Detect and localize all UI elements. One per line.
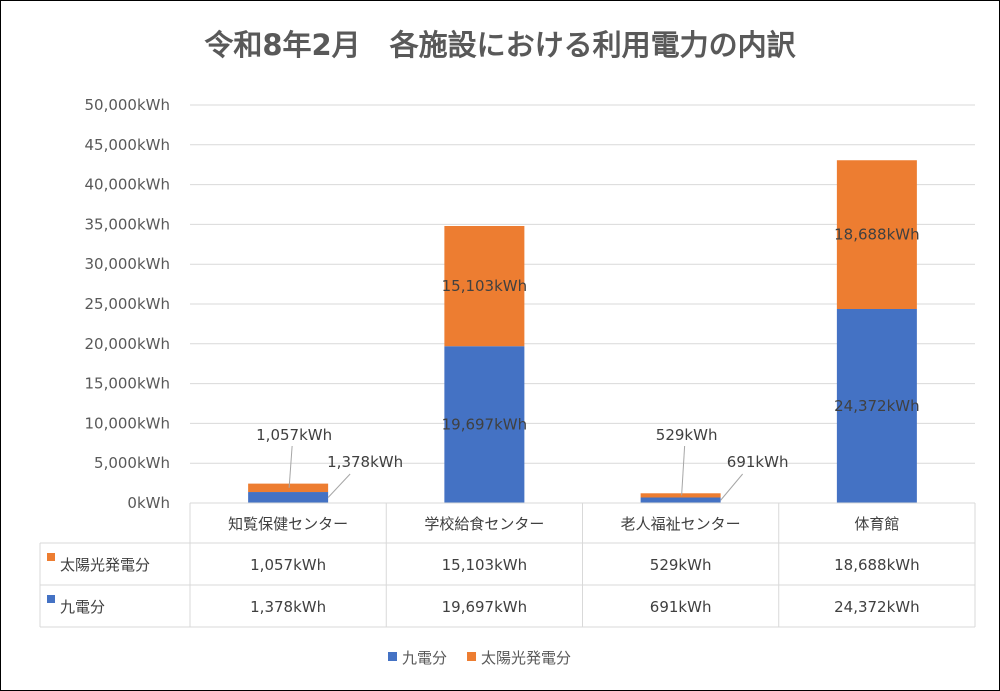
leader-line (327, 473, 351, 498)
table-cell: 18,688kWh (834, 556, 920, 574)
bar-kyuden (640, 497, 721, 503)
y-tick-label: 25,000kWh (84, 295, 170, 313)
y-tick-label: 40,000kWh (84, 176, 170, 194)
category-label: 知覧保健センター (228, 515, 348, 533)
category-label: 体育館 (854, 515, 899, 533)
table-cell: 691kWh (650, 598, 712, 616)
table-cell: 15,103kWh (442, 556, 528, 574)
y-tick-label: 20,000kWh (84, 335, 170, 353)
table-row-header: 九電分 (60, 598, 105, 616)
bar-solar (836, 160, 917, 309)
legend-entry: 九電分 (402, 649, 447, 667)
table-row-header: 太陽光発電分 (60, 556, 150, 574)
legend-key (47, 553, 55, 561)
data-label: 1,378kWh (327, 453, 403, 471)
y-tick-label: 5,000kWh (94, 454, 170, 472)
leader-line (288, 445, 293, 488)
legend-marker (467, 652, 477, 661)
leader-line (720, 473, 744, 501)
y-tick-label: 15,000kWh (84, 375, 170, 393)
category-label: 老人福祉センター (621, 515, 741, 533)
table-cell: 529kWh (650, 556, 712, 574)
y-tick-label: 50,000kWh (84, 96, 170, 114)
category-label: 学校給食センター (424, 515, 544, 533)
legend-key (47, 595, 55, 603)
data-label: 529kWh (656, 426, 718, 444)
leader-line (681, 445, 686, 496)
bar-kyuden (248, 492, 329, 503)
y-tick-label: 45,000kWh (84, 136, 170, 154)
bar-solar (640, 493, 721, 498)
y-tick-label: 10,000kWh (84, 414, 170, 432)
y-tick-label: 35,000kWh (84, 215, 170, 233)
data-label: 15,103kWh (442, 277, 528, 295)
bar-solar (248, 483, 329, 493)
data-label: 18,688kWh (834, 226, 920, 244)
data-label: 19,697kWh (442, 416, 528, 434)
bar-kyuden (836, 308, 917, 503)
bar-solar (444, 225, 525, 347)
legend-marker (388, 652, 397, 661)
legend-entry: 太陽光発電分 (481, 649, 571, 667)
table-cell: 24,372kWh (834, 598, 920, 616)
table-cell: 1,057kWh (250, 556, 326, 574)
y-tick-label: 0kWh (127, 494, 170, 512)
chart-title: 令和8年2月 各施設における利用電力の内訳 (204, 28, 796, 62)
data-label: 691kWh (727, 453, 789, 471)
y-tick-label: 30,000kWh (84, 255, 170, 273)
table-cell: 19,697kWh (442, 598, 528, 616)
data-label: 24,372kWh (834, 397, 920, 415)
bar-kyuden (444, 346, 525, 503)
data-label: 1,057kWh (256, 426, 332, 444)
table-cell: 1,378kWh (250, 598, 326, 616)
